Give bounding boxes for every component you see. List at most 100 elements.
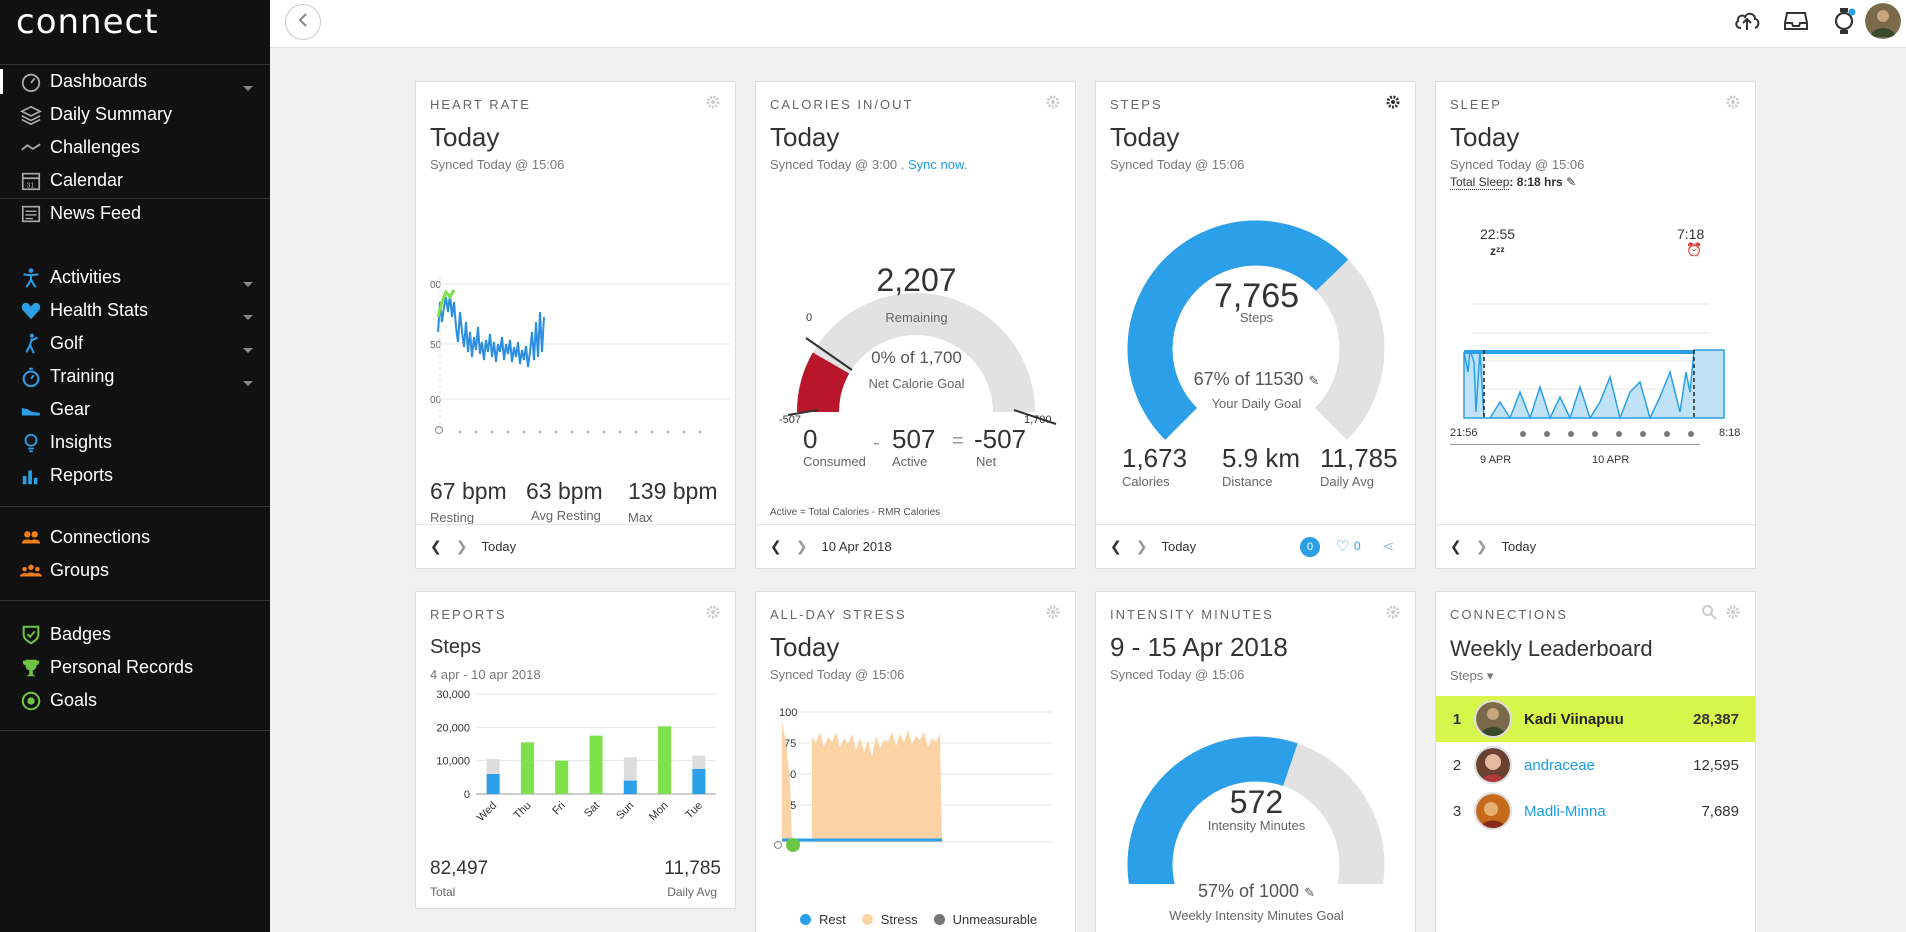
steps-value-label: Steps [1239,310,1274,325]
chevron-right-icon[interactable]: ❯ [1135,538,1148,554]
chevron-left-icon[interactable]: ❮ [1110,538,1122,554]
sidebar-item-challenges[interactable]: Challenges [0,131,270,164]
like-heart-icon[interactable]: ♡ [1336,538,1350,555]
chevron-right-icon[interactable]: ❯ [455,538,468,554]
chevron-left-icon[interactable]: ❮ [430,538,442,554]
pencil-icon[interactable]: ✎ [1304,885,1315,900]
upload-button[interactable] [1732,8,1762,38]
bar-steps[interactable] [623,780,637,794]
sync-now-link[interactable]: Sync now. [908,157,968,172]
card-footer: ❮ ❯ Today [1436,524,1755,568]
legend-unmeasurable: Unmeasurable [952,912,1038,927]
reports-total-label: Total [430,885,456,899]
sidebar-item-goals[interactable]: Goals [0,684,270,717]
steps-goal-pct: 67% of 11530 ✎ [1096,369,1417,390]
chevron-left-icon[interactable]: ❮ [1450,538,1462,554]
sidebar-item-badges[interactable]: Badges [0,618,270,651]
sidebar-item-groups[interactable]: Groups [0,554,270,587]
leaderboard-name[interactable]: Kadi Viinapuu [1524,710,1624,728]
steps-calories-label: Calories [1122,474,1170,489]
watch-icon [1834,7,1856,39]
card-label: SLEEP [1450,97,1502,112]
chevron-down-icon [242,273,254,294]
sidebar-item-dashboards[interactable]: Dashboards [0,65,270,98]
gear-icon[interactable] [1725,604,1741,620]
x-tick-label: Wed [475,800,499,824]
bar-steps[interactable] [486,774,500,794]
stress-legend: Rest Stress Unmeasurable [800,912,1037,927]
legend-stress-swatch [861,914,873,925]
steps-gauge [1127,220,1385,440]
sync-status: Synced Today @ 3:00 . Sync now. [770,157,967,172]
user-avatar[interactable] [1865,3,1901,39]
bar-goal[interactable] [520,742,534,794]
badge-icon [20,624,50,646]
sidebar-item-training[interactable]: Training [0,360,270,393]
gear-icon[interactable] [705,94,721,110]
sidebar-item-connections[interactable]: Connections [0,521,270,554]
sidebar-item-golf[interactable]: Golf [0,327,270,360]
svg-text:31: 31 [26,180,34,189]
gear-icon[interactable] [1045,604,1061,620]
leaderboard-row[interactable]: 3 Madli-Minna 7,689 [1436,788,1755,834]
collapse-sidebar-button[interactable] [285,4,321,40]
gear-icon[interactable] [1725,94,1741,110]
x-tick-label: Thu [512,800,534,822]
leaderboard-row[interactable]: 1 Kadi Viinapuu 28,387 [1436,696,1755,742]
bar-goal[interactable] [589,735,603,794]
gear-icon[interactable] [1385,604,1401,620]
chevron-left-icon[interactable]: ❮ [770,538,782,554]
sidebar-item-label: Dashboards [50,71,148,91]
pencil-icon[interactable]: ✎ [1308,373,1320,388]
sidebar-item-insights[interactable]: Insights [0,426,270,459]
connect-logo[interactable]: connect [16,2,159,42]
leaderboard-filter-dropdown[interactable]: Steps ▾ [1450,668,1494,683]
sync-status: Synced Today @ 15:06 [1450,157,1585,172]
y-tick-label: 10,000 [436,756,470,768]
chevron-right-icon[interactable]: ❯ [795,538,808,554]
calorie-gauge: 0 -507 1,700 [779,293,1057,426]
sidebar-item-gear[interactable]: Gear [0,393,270,426]
sidebar-item-label: Personal Records [50,657,194,677]
chevron-right-icon[interactable]: ❯ [1475,538,1488,554]
sidebar-item-calendar[interactable]: 31 Calendar [0,164,270,197]
card-label: HEART RATE [430,97,531,112]
intensity-goal-label: Weekly Intensity Minutes Goal [1169,908,1344,923]
bar-steps[interactable] [692,769,706,794]
pencil-icon[interactable]: ✎ [1566,175,1577,189]
bar-goal[interactable] [658,726,672,794]
sidebar-item-reports[interactable]: Reports [0,459,270,492]
share-icon[interactable]: ⋖ [1382,538,1395,555]
sidebar-item-news-feed[interactable]: News Feed [0,197,270,230]
leaderboard-value: 7,689 [1701,802,1739,820]
gear-icon[interactable] [1045,94,1061,110]
avg-resting-hr-label: Avg Resting [531,508,601,523]
sidebar-item-health-stats[interactable]: Health Stats [0,294,270,327]
steps-value: 7,765 [1213,277,1300,315]
gear-icon[interactable] [705,604,721,620]
device-button[interactable] [1830,7,1860,39]
leaderboard-row[interactable]: 2 andraceae 12,595 [1436,742,1755,788]
avatar [1474,792,1512,830]
comment-count-badge[interactable]: 0 [1300,537,1320,557]
chevron-down-icon [242,372,254,393]
legend-rest-swatch [800,914,811,925]
inbox-button[interactable] [1781,8,1811,38]
zzz-icon: zᶻᶻ [1490,244,1505,258]
sidebar-item-personal-records[interactable]: Personal Records [0,651,270,684]
search-icon[interactable] [1701,604,1717,620]
consumed-value: 0 [803,424,818,454]
reports-avg-value: 11,785 [664,858,721,879]
equals-sign: = [952,430,964,452]
calorie-goal-label: Net Calorie Goal [868,376,965,391]
sidebar-item-label: Daily Summary [50,104,173,124]
leaderboard-name[interactable]: Madli-Minna [1524,802,1606,820]
sidebar-item-label: Insights [50,432,113,452]
sidebar-item-activities[interactable]: Activities [0,261,270,294]
gear-icon[interactable] [1385,94,1401,110]
sidebar-item-daily-summary[interactable]: Daily Summary [0,98,270,131]
hr-tick: 00 [430,280,442,291]
leaderboard-name[interactable]: andraceae [1524,756,1595,774]
date-label: Today [1501,539,1537,554]
bar-goal[interactable] [555,760,569,794]
